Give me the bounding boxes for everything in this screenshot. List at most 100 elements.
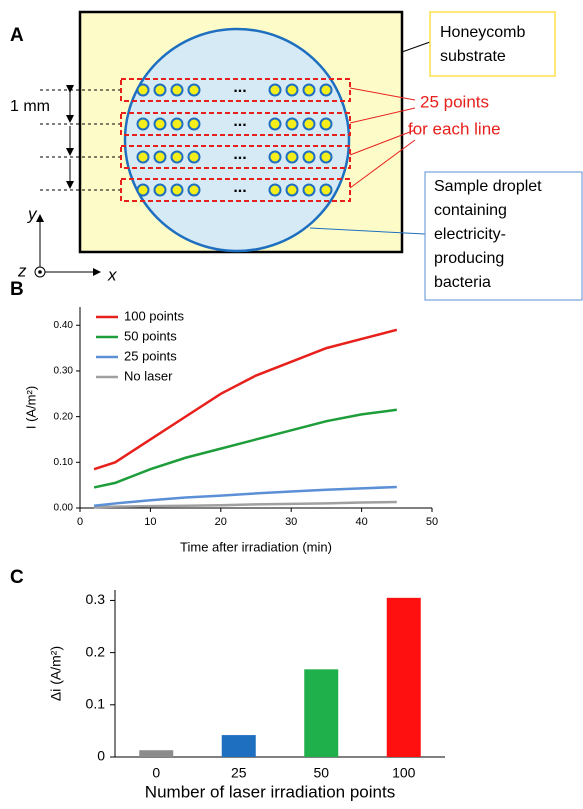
line-series bbox=[93, 408, 397, 489]
y-tick-label: 0.2 bbox=[86, 643, 106, 659]
irradiation-point bbox=[302, 117, 316, 131]
panel-label: C bbox=[10, 567, 24, 588]
y-axis-label: Δi (A/m²) bbox=[48, 646, 64, 701]
x-tick-label: 10 bbox=[144, 516, 156, 528]
irradiation-point bbox=[170, 150, 184, 164]
droplet-box bbox=[424, 171, 583, 301]
x-tick-label: 50 bbox=[313, 765, 329, 781]
irradiation-point bbox=[136, 183, 150, 197]
irradiation-point bbox=[153, 183, 167, 197]
substrate-box bbox=[429, 11, 556, 77]
bar bbox=[139, 750, 174, 757]
x-tick-label: 0 bbox=[77, 516, 83, 528]
droplet-label-line: containing bbox=[434, 202, 507, 219]
scale-label: 1 mm bbox=[10, 98, 50, 115]
irradiation-point bbox=[136, 150, 150, 164]
droplet-label-line: Sample droplet bbox=[434, 178, 542, 195]
x-tick-label: 100 bbox=[392, 765, 416, 781]
irradiation-point bbox=[187, 83, 201, 97]
y-tick-label: 0.20 bbox=[54, 411, 74, 422]
irradiation-point bbox=[187, 183, 201, 197]
droplet-label: Sample droplet containing electricity- p… bbox=[434, 178, 542, 291]
irradiation-point bbox=[285, 117, 299, 131]
y-tick-label: 0.1 bbox=[86, 696, 106, 712]
diagram: ............ 1 mm y x z A Honeycomb subs… bbox=[10, 10, 583, 301]
rows: ............ bbox=[120, 78, 351, 202]
irradiation-row bbox=[120, 78, 351, 102]
ellipsis: ... bbox=[233, 113, 246, 130]
dimension-lines bbox=[40, 89, 120, 191]
line-series bbox=[93, 328, 398, 471]
y-tick-label: 0 bbox=[97, 748, 105, 764]
irradiation-point bbox=[170, 183, 184, 197]
irradiation-row bbox=[120, 178, 351, 202]
irradiation-point bbox=[285, 150, 299, 164]
ellipsis: ... bbox=[233, 79, 246, 96]
irradiation-point bbox=[319, 117, 333, 131]
points-label: for each line bbox=[408, 119, 501, 138]
bar bbox=[221, 735, 256, 757]
points-label: 25 points bbox=[420, 92, 489, 111]
irradiation-row bbox=[120, 112, 351, 136]
irradiation-point bbox=[319, 150, 333, 164]
x-axis-label: Number of laser irradiation points bbox=[145, 782, 395, 801]
legend-label: 100 points bbox=[124, 308, 184, 323]
droplet-label-line: electricity- bbox=[434, 226, 506, 243]
z-axis-name: z bbox=[17, 261, 27, 280]
legend-label: 50 points bbox=[124, 328, 177, 343]
panel-label: B bbox=[10, 279, 24, 300]
leader-line bbox=[309, 227, 426, 235]
droplet-label-line: producing bbox=[434, 250, 504, 267]
substrate-label: Honeycomb bbox=[440, 24, 525, 41]
irradiation-point bbox=[136, 117, 150, 131]
irradiation-point bbox=[319, 183, 333, 197]
irradiation-point bbox=[153, 83, 167, 97]
x-tick-label: 50 bbox=[426, 516, 438, 528]
x-axis-label: Time after irradiation (min) bbox=[180, 539, 332, 554]
irradiation-row bbox=[120, 145, 351, 169]
legend-label: 25 points bbox=[124, 348, 177, 363]
line-series bbox=[94, 500, 397, 509]
line-series bbox=[93, 485, 397, 507]
irradiation-point bbox=[187, 117, 201, 131]
y-tick-label: 0.10 bbox=[54, 457, 74, 468]
droplet bbox=[123, 27, 351, 253]
droplet-label-line: bacteria bbox=[434, 274, 491, 291]
irradiation-point bbox=[268, 83, 282, 97]
panel-label: A bbox=[10, 25, 24, 46]
y-axis-label: I (A/m²) bbox=[23, 386, 38, 429]
y-tick-label: 0.30 bbox=[54, 366, 74, 377]
irradiation-point bbox=[302, 83, 316, 97]
points-leaders bbox=[349, 87, 416, 189]
x-tick-label: 30 bbox=[285, 516, 297, 528]
irradiation-point bbox=[302, 150, 316, 164]
irradiation-point bbox=[136, 83, 150, 97]
bar bbox=[304, 669, 339, 757]
x-axis-name: x bbox=[107, 265, 117, 284]
irradiation-point bbox=[187, 150, 201, 164]
irradiation-point bbox=[319, 83, 333, 97]
x-tick-label: 20 bbox=[215, 516, 227, 528]
irradiation-point bbox=[285, 83, 299, 97]
irradiation-point bbox=[170, 117, 184, 131]
y-tick-label: 0.00 bbox=[54, 503, 74, 514]
irradiation-point bbox=[268, 150, 282, 164]
irradiation-point bbox=[170, 83, 184, 97]
irradiation-point bbox=[153, 117, 167, 131]
x-tick-label: 40 bbox=[355, 516, 367, 528]
ellipsis: ... bbox=[233, 179, 246, 196]
y-axis-name: y bbox=[27, 204, 38, 223]
bar bbox=[386, 597, 421, 757]
irradiation-point bbox=[268, 183, 282, 197]
irradiation-point bbox=[153, 150, 167, 164]
irradiation-point bbox=[285, 183, 299, 197]
irradiation-point bbox=[268, 117, 282, 131]
irradiation-point bbox=[302, 183, 316, 197]
z-axis-dot bbox=[38, 270, 42, 274]
x-tick-label: 0 bbox=[152, 765, 160, 781]
y-tick-label: 0.3 bbox=[86, 591, 106, 607]
legend-label: No laser bbox=[124, 368, 173, 383]
leader-line bbox=[401, 41, 431, 53]
x-tick-label: 25 bbox=[231, 765, 247, 781]
